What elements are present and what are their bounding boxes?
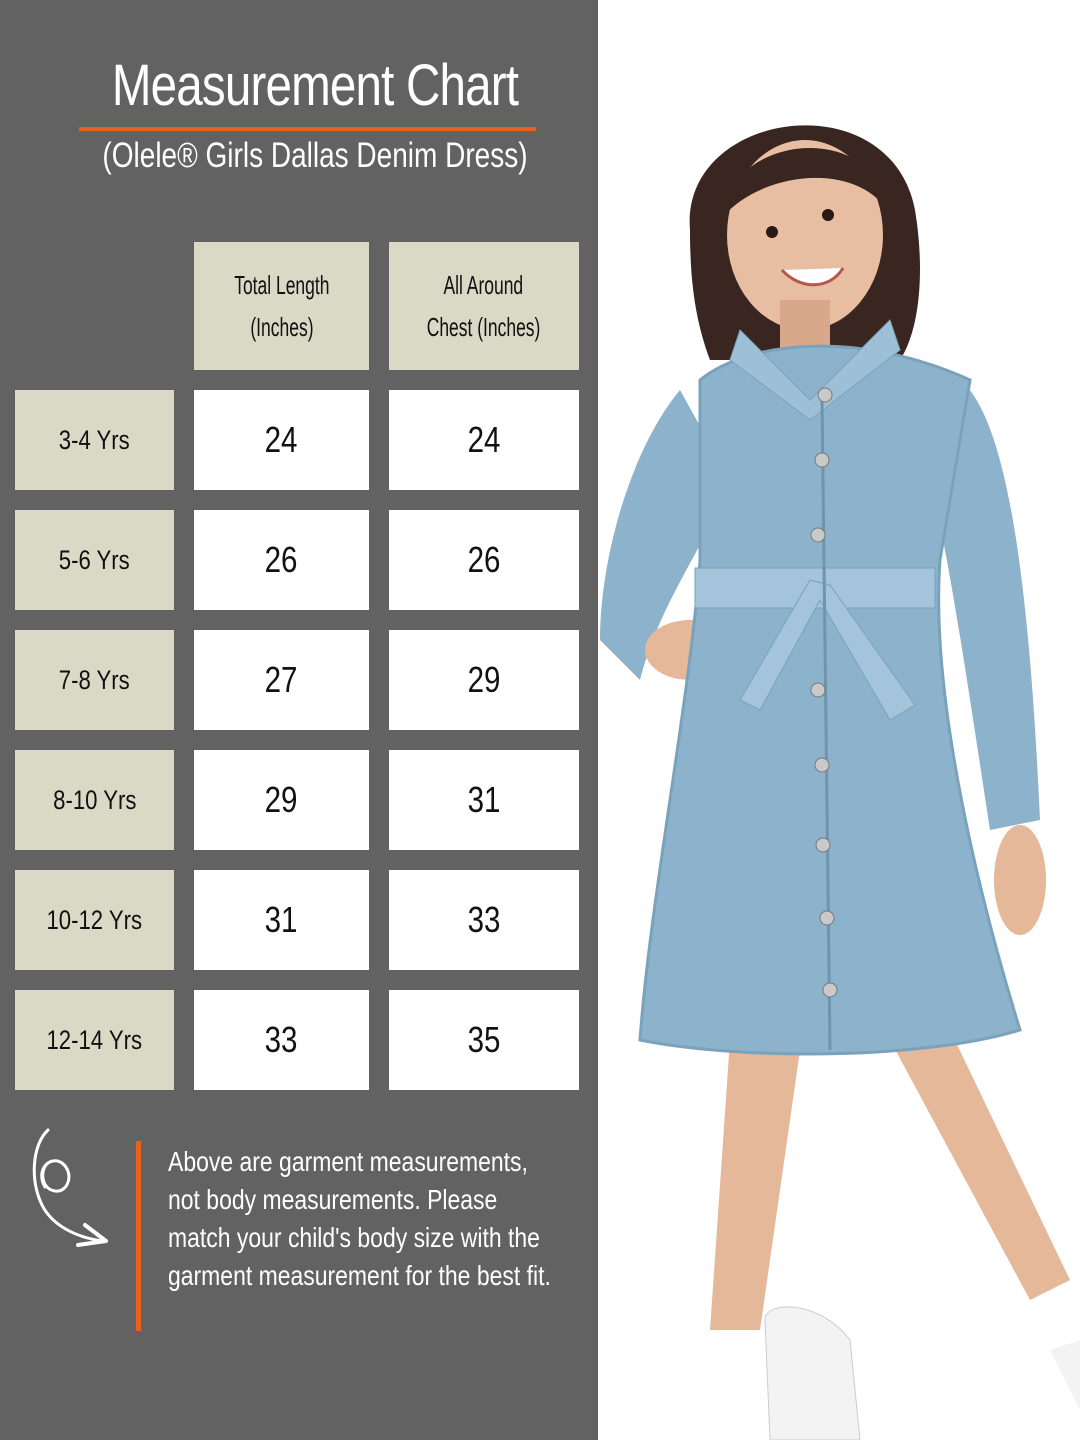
chest-value: 24 <box>389 390 579 490</box>
header-line: Chest (Inches) <box>427 312 541 342</box>
size-label: 10-12 Yrs <box>15 870 174 970</box>
size-label-text: 5-6 Yrs <box>59 544 130 575</box>
note-accent-bar <box>136 1141 141 1331</box>
size-label-text: 7-8 Yrs <box>59 664 130 695</box>
total-length-value: 24 <box>194 390 369 490</box>
column-header-total-length: Total Length (Inches) <box>194 242 369 370</box>
total-length-value: 29 <box>194 750 369 850</box>
fit-note: Above are garment measurements, not body… <box>168 1146 551 1291</box>
column-header-chest: All Around Chest (Inches) <box>389 242 579 370</box>
model-photo <box>600 125 1080 1440</box>
total-length-value-text: 33 <box>265 1019 298 1060</box>
size-label-text: 10-12 Yrs <box>46 904 143 935</box>
chest-value: 31 <box>389 750 579 850</box>
size-label-text: 3-4 Yrs <box>59 424 130 455</box>
total-length-value-text: 31 <box>265 899 298 940</box>
chest-value: 29 <box>389 630 579 730</box>
size-label-text: 12-14 Yrs <box>46 1024 143 1055</box>
header-line: Total Length <box>233 270 330 300</box>
total-length-value: 33 <box>194 990 369 1090</box>
header-line: (Inches) <box>249 312 314 342</box>
page-title: Measurement Chart <box>111 53 519 118</box>
header-line: All Around <box>444 270 524 300</box>
chest-value: 35 <box>389 990 579 1090</box>
title-divider <box>79 127 536 131</box>
chest-value-text: 33 <box>467 899 501 940</box>
chest-value: 33 <box>389 870 579 970</box>
size-label: 5-6 Yrs <box>15 510 174 610</box>
size-label: 7-8 Yrs <box>15 630 174 730</box>
total-length-value: 31 <box>194 870 369 970</box>
chest-value-text: 29 <box>467 659 501 700</box>
chest-value-text: 26 <box>467 539 501 580</box>
total-length-value-text: 26 <box>265 539 298 580</box>
total-length-value-text: 29 <box>265 779 298 820</box>
size-label: 8-10 Yrs <box>15 750 174 850</box>
total-length-value: 26 <box>194 510 369 610</box>
total-length-value: 27 <box>194 630 369 730</box>
chest-value-text: 31 <box>467 779 501 820</box>
size-label: 3-4 Yrs <box>15 390 174 490</box>
curly-arrow-icon <box>32 1128 108 1247</box>
product-subtitle: (Olele® Girls Dallas Denim Dress) <box>102 136 528 175</box>
chest-value-text: 35 <box>467 1019 501 1060</box>
chest-value: 26 <box>389 510 579 610</box>
size-label: 12-14 Yrs <box>15 990 174 1090</box>
total-length-value-text: 27 <box>265 659 298 700</box>
chest-value-text: 24 <box>467 419 501 460</box>
total-length-value-text: 24 <box>265 419 298 460</box>
size-label-text: 8-10 Yrs <box>52 784 137 815</box>
